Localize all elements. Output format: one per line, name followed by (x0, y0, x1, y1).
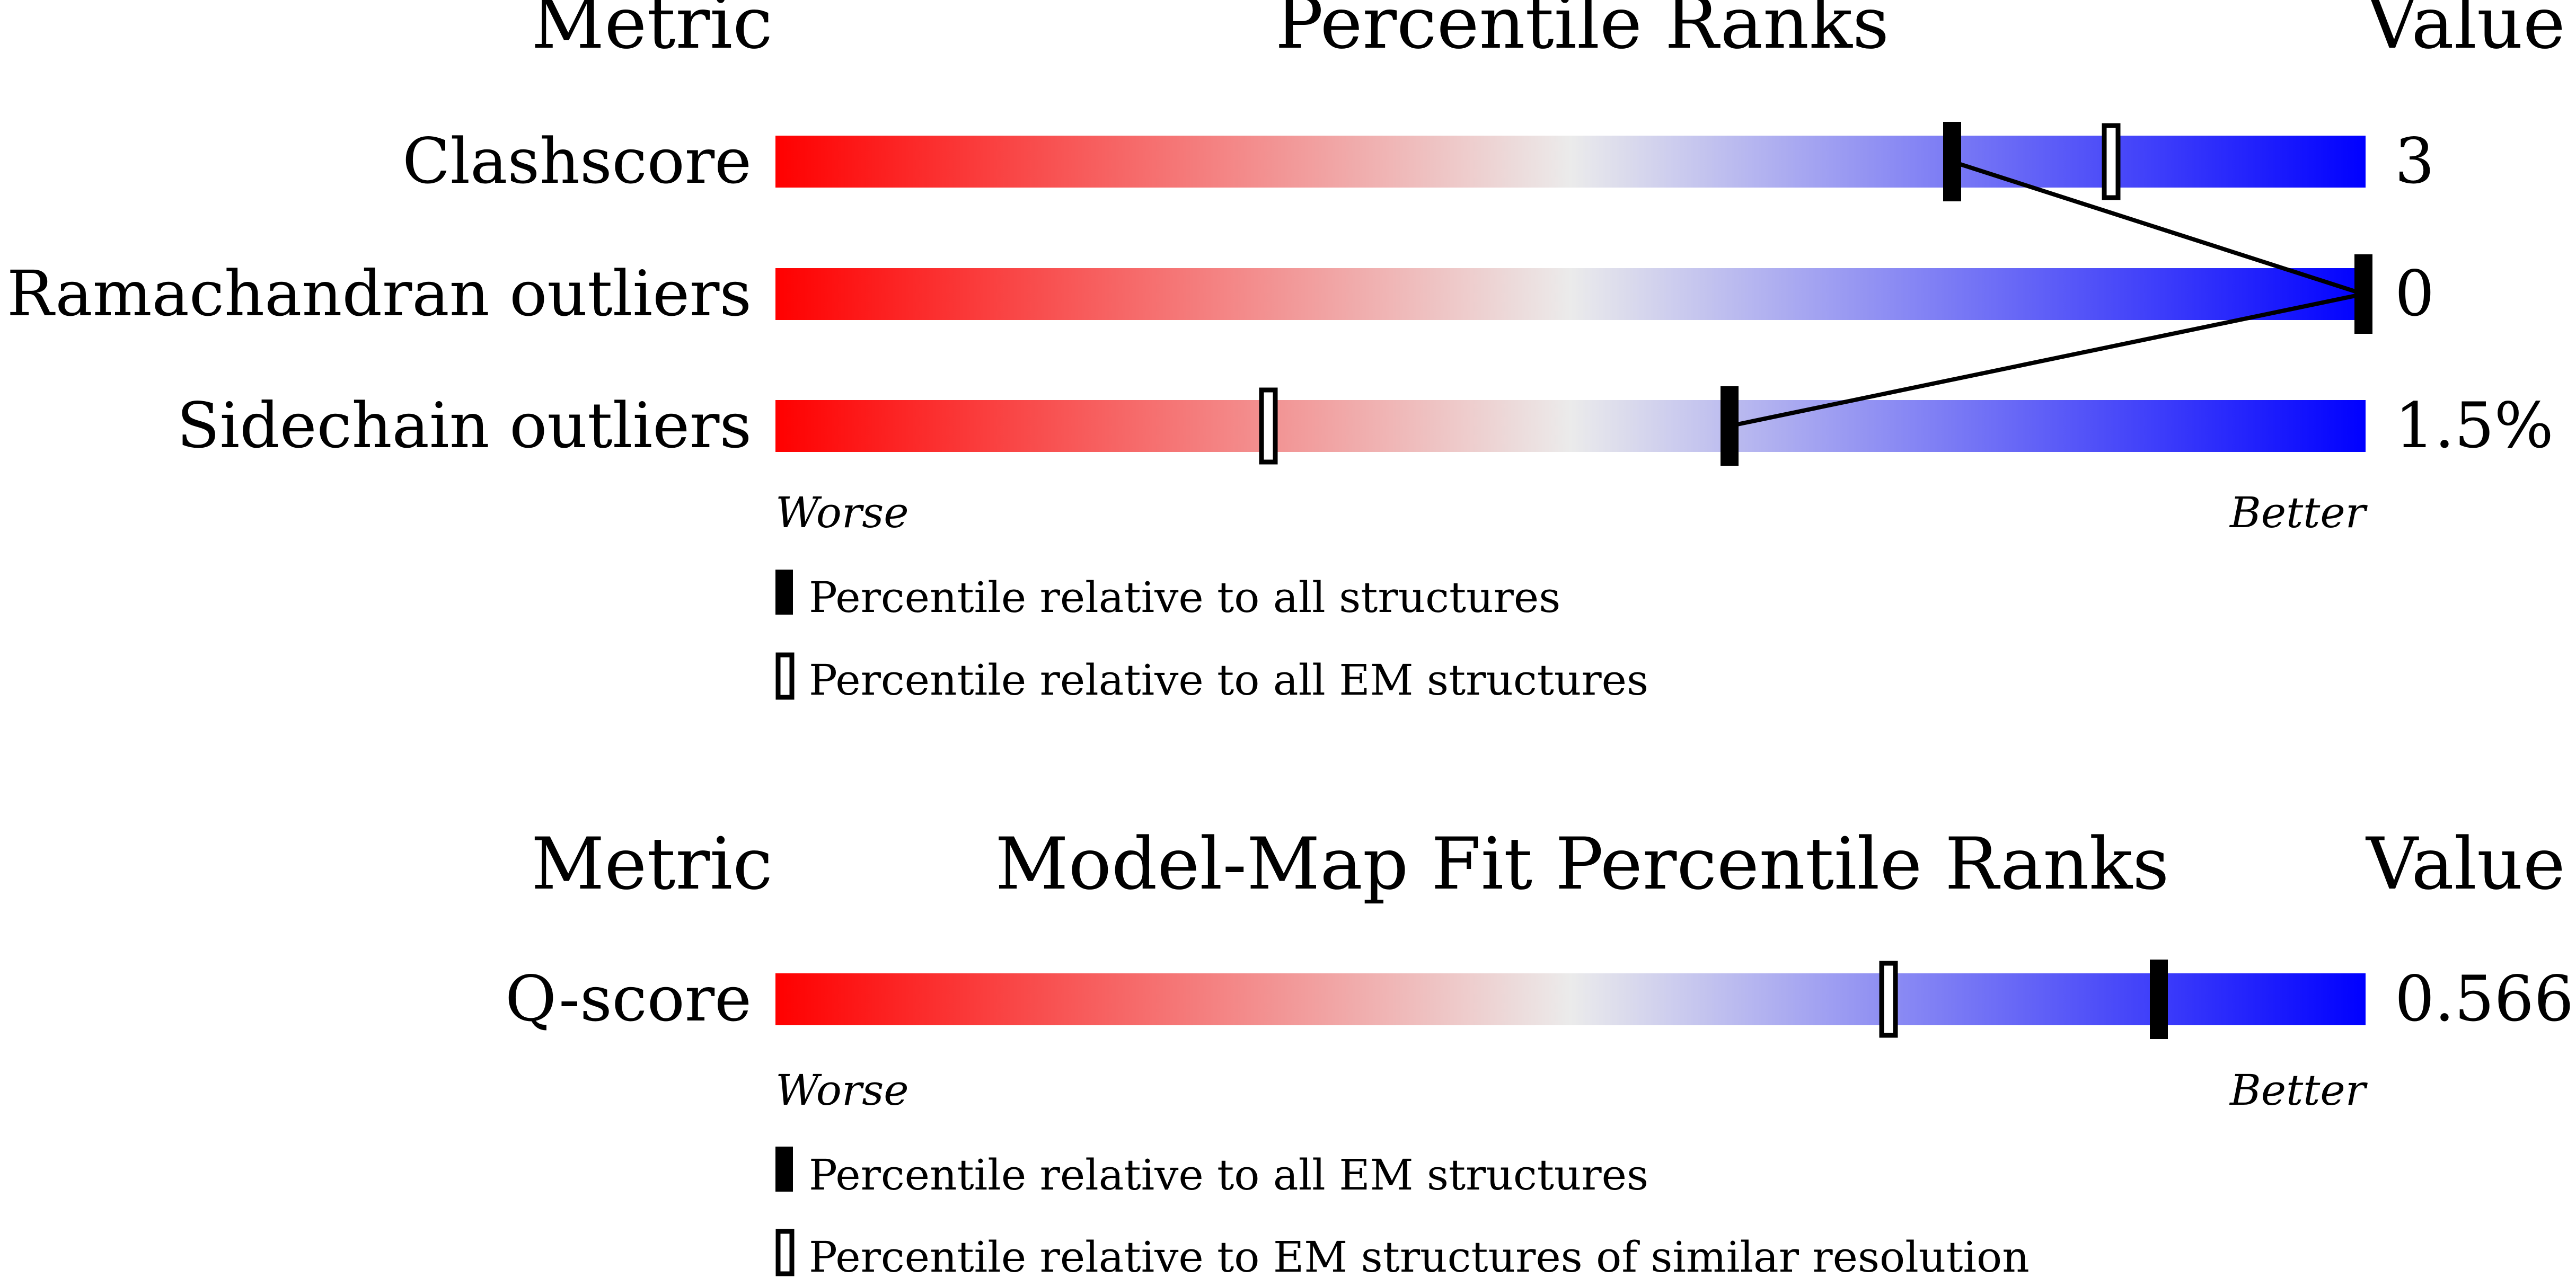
legend-open-marker (775, 652, 795, 700)
legend-filled-marker (775, 570, 793, 615)
percentile-marker-open (1879, 961, 1898, 1038)
percentile-bar (775, 973, 2366, 1025)
percentile-bar (775, 136, 2366, 188)
panel2-legend-item-open: Percentile relative to EM structures of … (809, 1232, 2030, 1278)
panel2-better-label: Better (2229, 1066, 2368, 1115)
percentile-bar (775, 400, 2366, 452)
metric-value: 0 (2395, 257, 2434, 330)
panel1-header-value: Value (2365, 0, 2565, 65)
metric-label: Ramachandran outliers (7, 257, 752, 330)
legend-filled-marker (775, 1147, 793, 1192)
metric-value: 1.5% (2395, 389, 2554, 462)
panel2-header-value: Value (2365, 822, 2565, 906)
metric-value: 3 (2395, 125, 2434, 198)
panel2-worse-label: Worse (775, 1066, 909, 1115)
metric-value: 0.566 (2395, 962, 2574, 1035)
panel1-header: Metric Percentile Ranks Value (531, 0, 2565, 65)
metric-label: Clashscore (402, 125, 752, 198)
panel2-header: Metric Model-Map Fit Percentile Ranks Va… (531, 822, 2565, 906)
panel2-legend: Percentile relative to all EM structures… (775, 1147, 2030, 1278)
panel2-header-metric: Metric (531, 822, 773, 906)
percentile-marker-filled (2354, 254, 2372, 334)
percentile-marker-open (2102, 123, 2121, 200)
percentile-bar (775, 268, 2366, 320)
panel1-legend: Percentile relative to all structures Pe… (775, 570, 1648, 705)
panel1-legend-item-open: Percentile relative to all EM structures (809, 655, 1648, 705)
percentile-marker-filled (1721, 386, 1739, 466)
panel1-rows: Clashscore 3 Ramachandran outliers 0 Sidecha… (7, 122, 2554, 466)
panel2-rows: Q-score 0.566 (505, 960, 2574, 1039)
legend-open-marker (775, 1229, 795, 1276)
metric-label: Sidechain outliers (177, 389, 752, 462)
metric-label: Q-score (505, 962, 752, 1035)
panel2-legend-item-filled: Percentile relative to all EM structures (809, 1150, 1648, 1200)
panel2-header-title: Model-Map Fit Percentile Ranks (995, 822, 2169, 906)
percentile-marker-open (1259, 387, 1278, 465)
panel1-header-metric: Metric (531, 0, 773, 65)
panel1-worse-label: Worse (775, 488, 909, 537)
panel1-better-label: Better (2229, 488, 2368, 537)
panel1-legend-item-filled: Percentile relative to all structures (809, 573, 1560, 622)
panel1-header-title: Percentile Ranks (1275, 0, 1889, 65)
percentile-marker-filled (1943, 122, 1961, 201)
percentile-marker-filled (2150, 960, 2168, 1039)
